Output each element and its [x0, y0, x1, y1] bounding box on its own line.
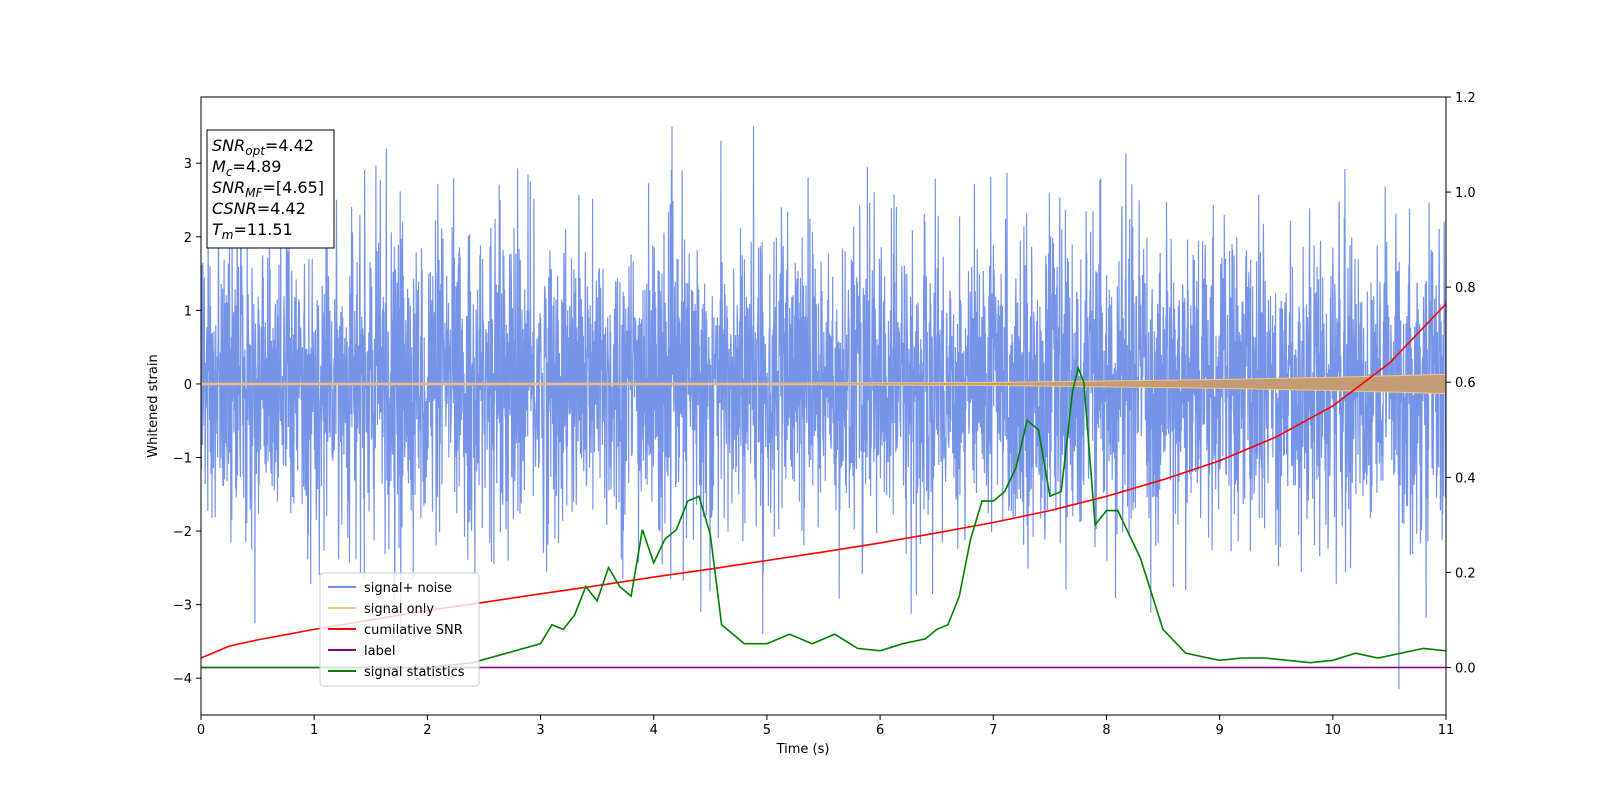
series-line-signal-only: [201, 373, 1446, 395]
y-tick-label: 3: [184, 157, 192, 172]
info-value: =4.42: [265, 136, 314, 155]
series-line-signal-noise: [201, 126, 1446, 690]
legend-label: cumilative SNR: [364, 623, 463, 638]
x-tick-label: 5: [763, 723, 771, 738]
info-symbol: M: [212, 157, 226, 176]
x-tick-label: 6: [876, 723, 884, 738]
legend: signal+ noise signal only cumilative SNR la…: [319, 572, 480, 687]
y-tick-label: 1: [184, 304, 192, 319]
y2-tick-label: 0.6: [1455, 376, 1476, 391]
info-value: =11.51: [233, 220, 292, 239]
x-tick-label: 7: [989, 723, 997, 738]
info-line: SNRMF=[4.65]: [212, 178, 324, 200]
y-tick-label: 2: [184, 231, 192, 246]
x-tick-label: 3: [536, 723, 544, 738]
series-line-signal-statistics: [201, 365, 1446, 669]
info-line: Mc=4.89: [212, 157, 281, 179]
info-line: SNRopt=4.42: [212, 136, 314, 158]
info-subscript: m: [222, 228, 234, 242]
info-subscript: MF: [245, 186, 263, 200]
axes-layer: 0 1 2 3 4 5 6 7 8 9 10 113210−1−2−3−41.21.00.80.60.…: [173, 91, 1476, 738]
plot-frame: [200, 96, 1447, 716]
info-value: =4.89: [232, 157, 281, 176]
legend-label: signal+ noise: [364, 581, 452, 596]
y-axis-title: Whitened strain: [146, 354, 161, 457]
y-tick-label: −4: [173, 672, 192, 687]
x-tick-label: 9: [1215, 723, 1223, 738]
info-value: =[4.65]: [263, 178, 325, 197]
info-line: CSNR=4.42: [212, 199, 306, 218]
y2-tick-label: 0.4: [1455, 471, 1476, 486]
info-symbol: SNR: [212, 178, 245, 197]
legend-label: signal statistics: [364, 665, 465, 680]
legend-label: label: [364, 644, 395, 659]
info-symbol: SNR: [212, 136, 245, 155]
info-line: Tm=11.51: [212, 220, 293, 242]
info-box-frame: [206, 129, 335, 249]
y2-tick-label: 1.2: [1455, 91, 1476, 106]
x-tick-label: 2: [423, 723, 431, 738]
info-box: SNRopt=4.42Mc=4.89SNRMF=[4.65]CSNR=4.42T…: [206, 129, 335, 249]
x-tick-label: 11: [1438, 723, 1455, 738]
y-tick-label: −1: [173, 452, 192, 467]
legend-frame: [319, 572, 480, 687]
info-value: =4.42: [257, 199, 306, 218]
info-symbol: T: [212, 220, 223, 239]
legend-label: signal only: [364, 602, 434, 617]
y-tick-label: 0: [184, 378, 192, 393]
y2-tick-label: 0.8: [1455, 281, 1476, 296]
info-subscript: c: [226, 165, 233, 179]
x-tick-label: 0: [197, 723, 205, 738]
x-tick-label: 8: [1102, 723, 1110, 738]
y2-tick-label: 0.0: [1455, 661, 1476, 676]
x-tick-label: 1: [310, 723, 318, 738]
y2-tick-label: 0.2: [1455, 566, 1476, 581]
y-tick-label: −3: [173, 599, 192, 614]
info-symbol: CSNR: [212, 199, 257, 218]
x-tick-label: 10: [1325, 723, 1342, 738]
info-subscript: opt: [245, 144, 266, 158]
x-axis-title: Time (s): [776, 742, 830, 757]
x-tick-label: 4: [650, 723, 658, 738]
y2-tick-label: 1.0: [1455, 186, 1476, 201]
y-tick-label: −2: [173, 525, 192, 540]
